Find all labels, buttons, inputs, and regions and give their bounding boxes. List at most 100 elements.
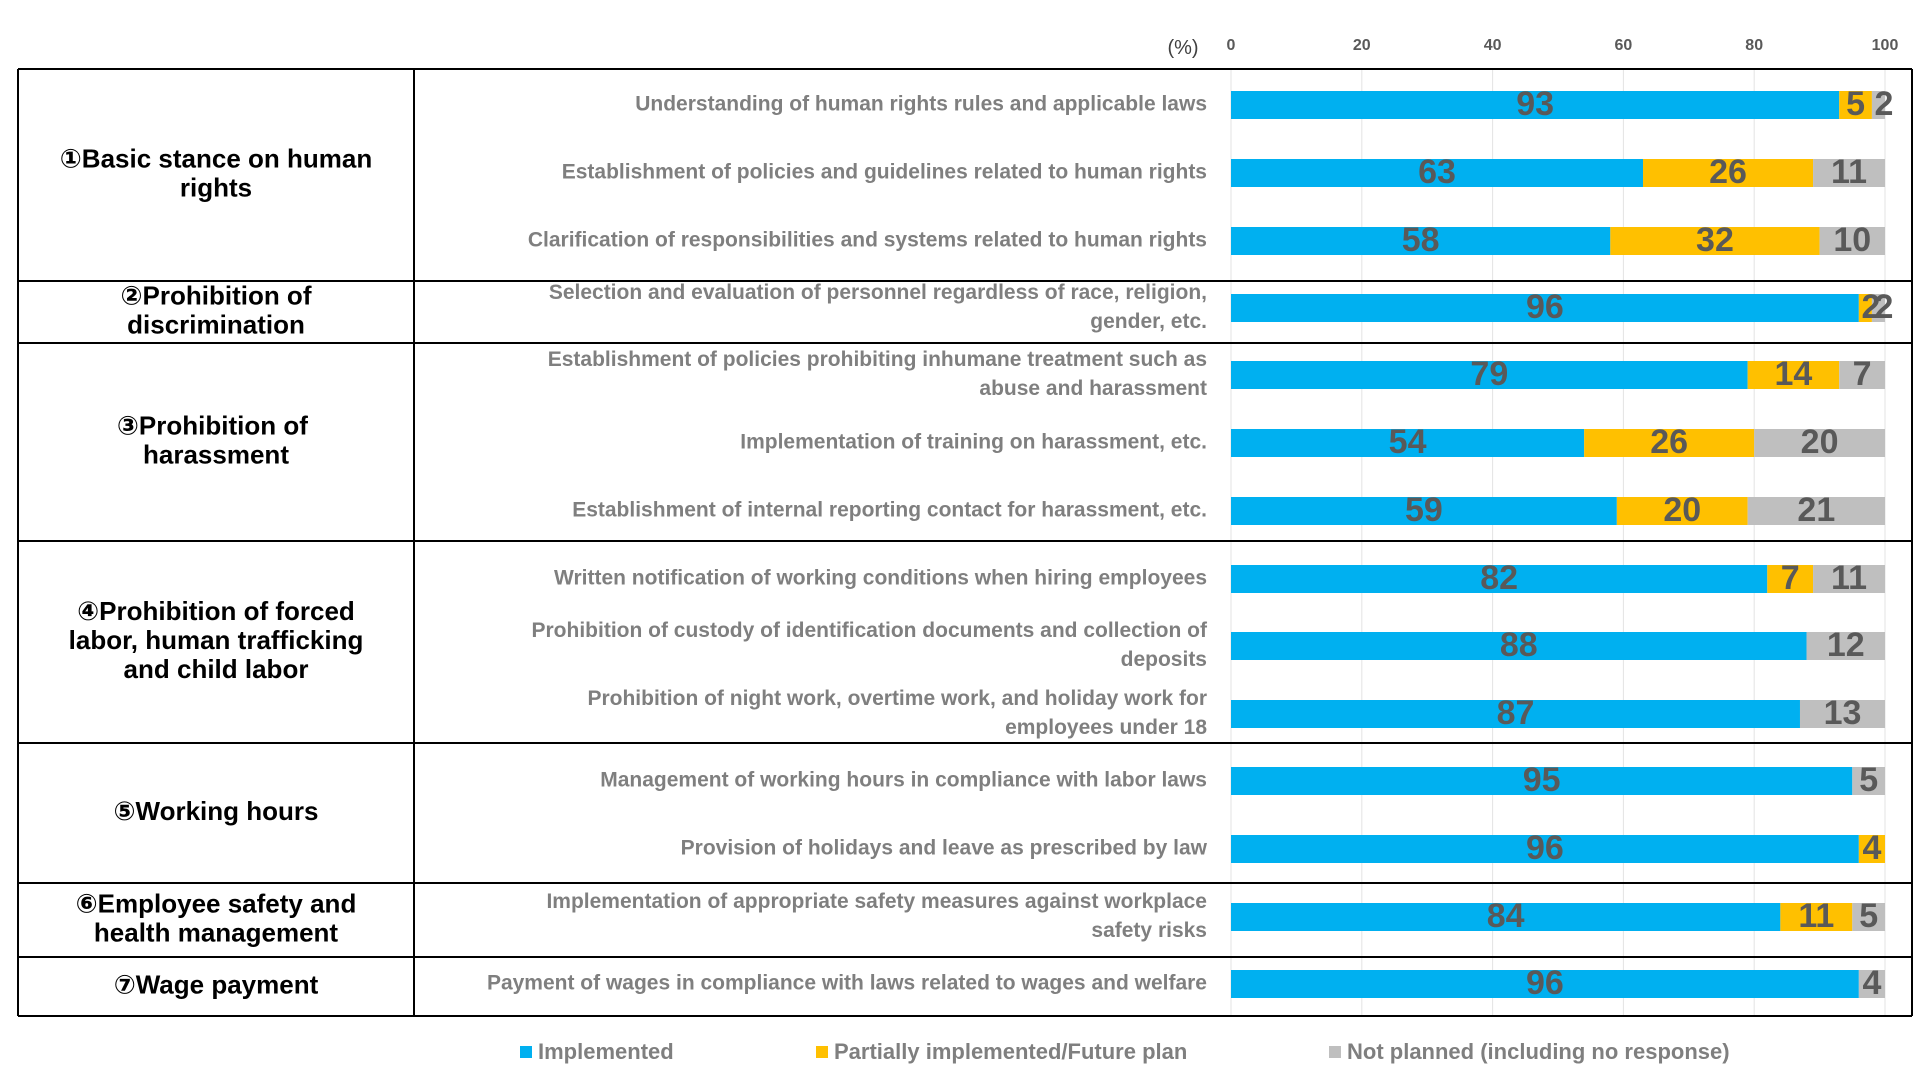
bar-9-series-3 bbox=[1806, 632, 1885, 660]
bar-12-series-2 bbox=[1858, 835, 1885, 863]
bar-6-series-1 bbox=[1231, 429, 1585, 457]
item-label-4: Selection and evaluation of personnel re… bbox=[549, 281, 1207, 333]
item-label-3: Clarification of responsibilities and sy… bbox=[528, 229, 1207, 252]
value-label-3-series-1: 58 bbox=[1402, 221, 1440, 259]
bar-6-series-2 bbox=[1584, 429, 1755, 457]
bar-11-series-1 bbox=[1231, 767, 1853, 795]
value-label-14-series-1: 96 bbox=[1526, 964, 1564, 1002]
bar-13-series-1 bbox=[1231, 903, 1781, 931]
legend-swatch-3 bbox=[1329, 1046, 1341, 1058]
value-label-10-series-1: 87 bbox=[1497, 694, 1535, 732]
legend-label-3: Not planned (including no response) bbox=[1347, 1039, 1730, 1064]
value-label-1-series-3: 2 bbox=[1875, 85, 1894, 123]
group-label-7: ⑦Wage payment bbox=[114, 969, 319, 999]
bar-2-series-1 bbox=[1231, 159, 1644, 187]
group-label-2: ②Prohibition of discrimination bbox=[121, 280, 312, 339]
value-label-13-series-1: 84 bbox=[1487, 897, 1525, 935]
bar-8-series-1 bbox=[1231, 565, 1768, 593]
value-label-7-series-1: 59 bbox=[1405, 491, 1443, 529]
labels: (%) 0 20 40 60 80 100 ①Basic stance on human rig… bbox=[60, 37, 1899, 1002]
tick-label-40: 40 bbox=[1484, 37, 1502, 54]
item-label-14: Payment of wages in compliance with laws… bbox=[487, 972, 1207, 995]
bar-4-series-3 bbox=[1871, 294, 1885, 322]
value-label-8-series-3: 11 bbox=[1831, 559, 1867, 597]
value-label-1-series-2: 5 bbox=[1846, 85, 1865, 123]
bar-12-series-1 bbox=[1231, 835, 1859, 863]
legend-swatch-2 bbox=[816, 1046, 828, 1058]
item-label-7: Establishment of internal reporting cont… bbox=[572, 499, 1207, 522]
legend-label-2: Partially implemented/Future plan bbox=[834, 1039, 1187, 1064]
value-label-3-series-3: 10 bbox=[1833, 221, 1871, 259]
legend-swatch-1 bbox=[520, 1046, 532, 1058]
value-label-12-series-2: 4 bbox=[1862, 829, 1881, 867]
bar-1-series-2 bbox=[1839, 91, 1872, 119]
item-label-9: Prohibition of custody of identification… bbox=[532, 619, 1209, 671]
value-label-5-series-3: 7 bbox=[1853, 355, 1872, 393]
bar-11-series-3 bbox=[1852, 767, 1885, 795]
value-label-11-series-3: 5 bbox=[1859, 761, 1878, 799]
bar-3-series-3 bbox=[1819, 227, 1885, 255]
bar-3-series-1 bbox=[1231, 227, 1611, 255]
bar-14-series-3 bbox=[1858, 970, 1885, 998]
item-label-6: Implementation of training on harassment… bbox=[740, 431, 1207, 454]
value-label-2-series-2: 26 bbox=[1709, 153, 1747, 191]
legend: Implemented Partially implemented/Future … bbox=[520, 1039, 1730, 1064]
bar-10-series-1 bbox=[1231, 700, 1800, 728]
bar-9-series-1 bbox=[1231, 632, 1807, 660]
bar-7-series-3 bbox=[1747, 497, 1885, 525]
item-label-2: Establishment of policies and guidelines… bbox=[562, 161, 1207, 184]
value-label-13-series-3: 5 bbox=[1859, 897, 1878, 935]
bar-8-series-2 bbox=[1767, 565, 1814, 593]
item-label-8: Written notification of working conditio… bbox=[554, 567, 1207, 590]
item-label-13: Implementation of appropriate safety mea… bbox=[546, 890, 1207, 942]
value-label-3-series-2: 32 bbox=[1696, 221, 1734, 259]
value-label-7-series-2: 20 bbox=[1663, 491, 1701, 529]
value-label-1-series-1: 93 bbox=[1516, 85, 1554, 123]
bar-10-series-3 bbox=[1799, 700, 1885, 728]
value-label-4-series-3: 2 bbox=[1875, 288, 1894, 326]
bar-3-series-2 bbox=[1610, 227, 1820, 255]
group-label-1: ①Basic stance on human rights bbox=[60, 143, 372, 202]
group-label-4: ④Prohibition of forced labor, human traff… bbox=[69, 596, 364, 684]
value-label-6-series-3: 20 bbox=[1801, 423, 1839, 461]
value-label-5-series-1: 79 bbox=[1470, 355, 1508, 393]
group-label-3: ③Prohibition of harassment bbox=[117, 410, 315, 469]
bar-2-series-2 bbox=[1643, 159, 1814, 187]
grid-lines bbox=[1230, 69, 1886, 1016]
bar-6-series-3 bbox=[1754, 429, 1885, 457]
item-label-11: Management of working hours in complianc… bbox=[600, 769, 1207, 792]
tick-label-60: 60 bbox=[1615, 37, 1633, 54]
value-label-6-series-2: 26 bbox=[1650, 423, 1688, 461]
value-label-8-series-1: 82 bbox=[1480, 559, 1518, 597]
value-label-4-series-2: 2 bbox=[1861, 288, 1880, 326]
value-label-5-series-2: 14 bbox=[1775, 355, 1813, 393]
value-label-6-series-1: 54 bbox=[1389, 423, 1427, 461]
value-label-4-series-1: 96 bbox=[1526, 288, 1564, 326]
tick-label-80: 80 bbox=[1745, 37, 1763, 54]
value-label-11-series-1: 95 bbox=[1523, 761, 1561, 799]
value-label-2-series-1: 63 bbox=[1418, 153, 1456, 191]
category-table bbox=[17, 68, 1913, 1017]
value-label-9-series-3: 12 bbox=[1827, 626, 1865, 664]
bar-13-series-3 bbox=[1852, 903, 1885, 931]
item-label-5: Establishment of policies prohibiting in… bbox=[548, 348, 1207, 400]
value-label-7-series-3: 21 bbox=[1797, 491, 1835, 529]
value-label-13-series-2: 11 bbox=[1798, 897, 1834, 935]
bars bbox=[1231, 91, 1885, 998]
bar-1-series-1 bbox=[1231, 91, 1840, 119]
item-label-1: Understanding of human rights rules and … bbox=[635, 93, 1207, 116]
bar-5-series-1 bbox=[1231, 361, 1748, 389]
bar-7-series-2 bbox=[1616, 497, 1748, 525]
tick-label-0: 0 bbox=[1227, 37, 1236, 54]
bar-4-series-2 bbox=[1858, 294, 1872, 322]
value-label-2-series-3: 11 bbox=[1831, 153, 1867, 191]
legend-label-1: Implemented bbox=[538, 1039, 674, 1064]
bar-8-series-3 bbox=[1813, 565, 1885, 593]
bar-7-series-1 bbox=[1231, 497, 1617, 525]
bar-5-series-3 bbox=[1839, 361, 1885, 389]
item-label-12: Provision of holidays and leave as presc… bbox=[681, 837, 1208, 860]
bar-1-series-3 bbox=[1871, 91, 1885, 119]
tick-label-100: 100 bbox=[1872, 37, 1899, 54]
value-label-12-series-1: 96 bbox=[1526, 829, 1564, 867]
